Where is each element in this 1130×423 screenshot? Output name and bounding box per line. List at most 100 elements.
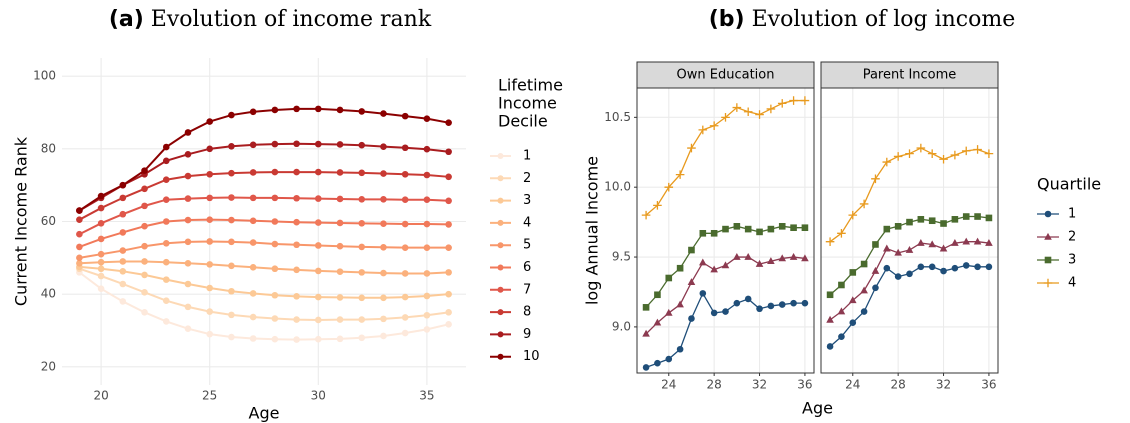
marker [336, 106, 344, 114]
legend-label: 9 [523, 327, 531, 342]
marker [336, 316, 344, 323]
marker [293, 140, 300, 148]
marker [883, 225, 891, 233]
panel-border [820, 87, 999, 374]
y-tick-label: 80 [41, 141, 56, 155]
marker [906, 218, 913, 226]
marker [206, 194, 213, 202]
legend-key [497, 264, 504, 271]
marker [76, 259, 83, 267]
marker [141, 185, 148, 193]
marker [162, 276, 170, 283]
marker [767, 225, 775, 233]
marker [423, 326, 431, 333]
marker [184, 325, 192, 332]
marker [293, 316, 300, 323]
marker [826, 343, 834, 350]
marker [228, 142, 235, 150]
y-tick-label: 60 [41, 214, 56, 228]
marker [97, 220, 105, 227]
marker [315, 140, 322, 148]
marker [119, 280, 127, 288]
legend-key [497, 197, 504, 204]
marker [733, 299, 741, 307]
marker [380, 143, 387, 150]
marker [315, 105, 322, 113]
marker [249, 290, 257, 297]
marker [445, 148, 452, 156]
marker [905, 245, 914, 253]
marker [271, 194, 279, 202]
marker [380, 110, 387, 117]
marker [249, 194, 257, 202]
marker [271, 265, 279, 273]
y-tick-label: 100 [33, 69, 56, 83]
legend-key [1043, 278, 1053, 288]
marker [293, 168, 300, 176]
marker [97, 235, 105, 243]
marker [732, 103, 742, 112]
marker [380, 170, 387, 177]
marker [894, 273, 902, 280]
marker [162, 143, 170, 151]
marker [445, 197, 452, 205]
marker [872, 284, 879, 292]
marker [380, 220, 387, 227]
marker [141, 289, 148, 296]
marker [76, 207, 83, 214]
marker [709, 121, 719, 131]
marker [380, 196, 387, 203]
marker [162, 240, 170, 247]
marker [744, 225, 752, 233]
marker [733, 252, 741, 260]
marker [271, 335, 279, 343]
marker [641, 210, 651, 220]
marker [228, 311, 235, 319]
marker [293, 105, 300, 113]
legend-key [497, 219, 504, 226]
marker [675, 170, 685, 179]
x-tick-label: 36 [981, 378, 996, 392]
legend-label: 1 [1068, 207, 1076, 222]
marker [271, 218, 279, 225]
marker [271, 168, 279, 176]
series-line [79, 218, 449, 248]
marker [676, 264, 684, 272]
marker [315, 195, 322, 202]
marker [974, 213, 981, 220]
marker [358, 169, 366, 177]
marker [97, 192, 105, 200]
legend-label: 8 [523, 305, 531, 320]
x-axis-title: Age [802, 399, 833, 418]
marker [401, 170, 409, 178]
marker [445, 244, 452, 251]
marker [699, 229, 707, 237]
legend-label: 4 [1068, 276, 1076, 291]
series-line [79, 260, 449, 275]
marker [905, 149, 914, 158]
marker [962, 237, 971, 245]
x-tick-label: 28 [707, 378, 722, 392]
marker [826, 315, 834, 323]
marker [358, 141, 366, 149]
marker [951, 216, 959, 223]
marker [401, 244, 409, 251]
marker [97, 250, 105, 258]
marker [917, 216, 925, 223]
marker [184, 280, 192, 288]
y-tick-label: 40 [41, 287, 56, 301]
marker [184, 150, 192, 158]
marker [894, 248, 902, 256]
marker [336, 169, 344, 176]
marker [184, 303, 192, 311]
marker [423, 244, 431, 251]
marker [848, 210, 858, 220]
marker [206, 216, 213, 223]
legend-key [497, 309, 504, 316]
marker [789, 252, 798, 260]
legend-label: 1 [523, 149, 531, 164]
marker [790, 299, 797, 307]
marker [860, 308, 868, 315]
y-axis-title: Current Income Rank [12, 136, 31, 306]
